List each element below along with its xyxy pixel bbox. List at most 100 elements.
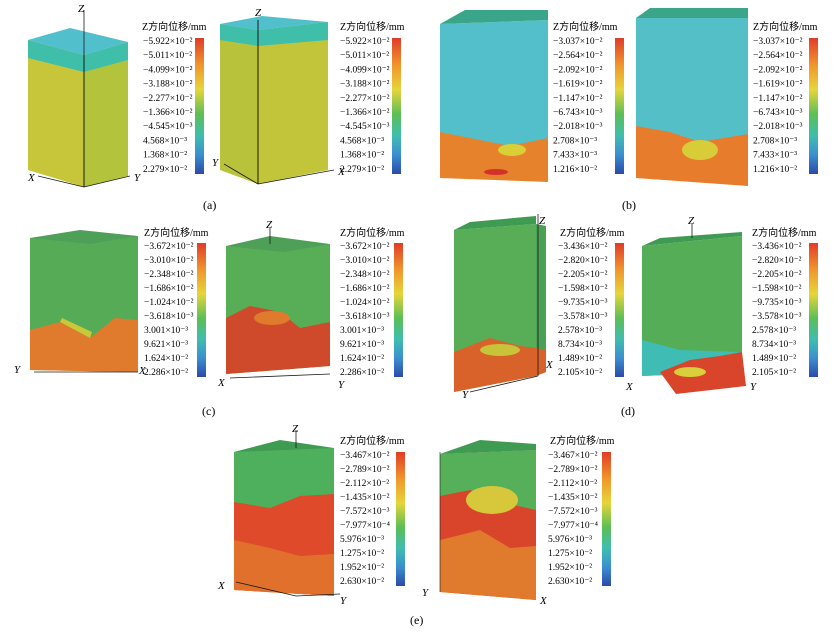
panel-a: Z X Y Z方向位移/mm −5.922×10⁻² −5.011×10⁻² −4.… <box>27 3 405 212</box>
legend-tick-label: −2.092×10⁻² <box>753 65 803 75</box>
legend-tick-label: 2.578×10⁻³ <box>752 326 796 336</box>
legend-tick-label: 4.568×10⁻³ <box>143 136 187 146</box>
axis-label: Y <box>750 381 758 393</box>
specimen-view: Z Y X <box>454 214 554 401</box>
legend-tick-label: −3.618×10⁻³ <box>144 312 194 322</box>
legend-tick-label: −2.112×10⁻² <box>340 479 389 489</box>
legend-tick-label: −1.686×10⁻² <box>340 284 390 294</box>
legend-tick-label: 1.624×10⁻² <box>340 354 384 364</box>
specimen-view: Z X Y <box>27 3 142 188</box>
specimen-lower-band <box>440 530 536 600</box>
axis-label: X <box>27 172 36 184</box>
legend-tick-label: 8.734×10⁻³ <box>558 340 602 350</box>
legend-title: Z方向位移/mm <box>340 226 405 239</box>
legend-tick-label: −3.037×10⁻² <box>553 37 603 47</box>
legend-tick-label: 9.621×10⁻³ <box>340 340 384 350</box>
legend-tick-label: 2.708×10⁻³ <box>753 136 797 146</box>
color-legend: Z方向位移/mm −3.467×10⁻² −2.789×10⁻² −2.112×10… <box>340 434 405 587</box>
panel-caption: (c) <box>202 404 215 418</box>
specimen-top-face <box>454 216 536 230</box>
legend-tick-label: 1.368×10⁻² <box>143 151 187 161</box>
legend-title: Z方向位移/mm <box>553 20 618 33</box>
legend-tick-label: −5.922×10⁻² <box>143 37 193 47</box>
legend-tick-label: −3.188×10⁻² <box>340 80 390 90</box>
legend-tick-label: −3.672×10⁻² <box>144 242 194 252</box>
colorbar <box>392 38 401 174</box>
legend-tick-label: 2.630×10⁻² <box>548 577 592 587</box>
legend-tick-label: −2.112×10⁻² <box>548 479 597 489</box>
legend-title: Z方向位移/mm <box>144 226 209 239</box>
specimen-top-band <box>28 40 128 72</box>
legend-tick-label: −5.922×10⁻² <box>340 37 390 47</box>
specimen-side <box>536 224 546 376</box>
colorbar <box>197 243 206 377</box>
color-legend: Z方向位移/mm −3.436×10⁻² −2.820×10⁻² −2.205×10… <box>558 226 625 378</box>
specimen-view <box>440 10 548 182</box>
legend-tick-label: 1.952×10⁻² <box>340 563 384 573</box>
axis-label: Z <box>688 215 695 227</box>
legend-title: Z方向位移/mm <box>753 20 818 33</box>
panel-caption: (e) <box>410 613 423 627</box>
specimen-base <box>440 132 548 182</box>
legend-tick-label: −3.188×10⁻² <box>143 80 193 90</box>
legend-tick-label: −5.011×10⁻² <box>143 51 192 61</box>
color-legend: Z方向位移/mm −5.922×10⁻² −5.011×10⁻² −4.099×10… <box>142 20 207 175</box>
legend-tick-label: −2.277×10⁻² <box>340 94 390 104</box>
axis-label: X <box>625 381 634 393</box>
legend-title: Z方向位移/mm <box>142 20 207 33</box>
legend-tick-label: −1.619×10⁻² <box>553 80 603 90</box>
axis-label: Y <box>14 364 22 376</box>
legend-tick-label: 2.105×10⁻² <box>752 368 796 378</box>
color-legend: Z方向位移/mm −5.922×10⁻² −5.011×10⁻² −4.099×10… <box>340 20 405 175</box>
specimen-top-face <box>28 28 128 55</box>
specimen-base <box>226 306 330 374</box>
panel-b: Z方向位移/mm −3.037×10⁻² −2.564×10⁻² −2.092×10… <box>440 8 818 212</box>
specimen-top-face <box>30 230 138 244</box>
legend-tick-label: −1.686×10⁻² <box>144 284 194 294</box>
colorbar <box>602 452 611 586</box>
colorbar <box>195 38 204 174</box>
legend-tick-label: −3.436×10⁻² <box>752 242 802 252</box>
legend-tick-label: −2.564×10⁻² <box>753 51 803 61</box>
legend-title: Z方向位移/mm <box>550 434 615 447</box>
legend-tick-label: −3.010×10⁻² <box>144 256 194 266</box>
axis-label: Y <box>134 172 142 184</box>
legend-tick-label: −2.205×10⁻² <box>752 270 802 280</box>
panel-caption: (b) <box>622 198 636 212</box>
legend-tick-label: −4.099×10⁻² <box>143 65 193 75</box>
legend-tick-label: 2.279×10⁻² <box>340 165 384 175</box>
specimen-view <box>636 8 748 186</box>
legend-tick-label: −1.147×10⁻² <box>753 94 803 104</box>
legend-tick-label: −6.743×10⁻³ <box>553 108 603 118</box>
legend-tick-label: −9.735×10⁻³ <box>752 298 802 308</box>
specimen-front <box>84 42 128 187</box>
axis-label: X <box>217 377 226 389</box>
legend-tick-label: 2.286×10⁻² <box>340 368 384 378</box>
color-legend: Z方向位移/mm −3.467×10⁻² −2.789×10⁻² −2.112×10… <box>548 434 615 587</box>
specimen-view: Z X Y <box>625 215 758 394</box>
legend-tick-label: 1.624×10⁻² <box>144 354 188 364</box>
legend-tick-label: 9.621×10⁻³ <box>144 340 188 350</box>
legend-tick-label: −2.348×10⁻² <box>340 270 390 280</box>
specimen-lower-band <box>234 540 334 596</box>
legend-tick-label: −4.545×10⁻³ <box>143 122 193 132</box>
legend-tick-label: −2.205×10⁻² <box>558 270 608 280</box>
axis-label: Z <box>78 3 85 15</box>
axis-label: Y <box>422 587 430 599</box>
axis-label: Z <box>255 7 262 19</box>
axis-label: Z <box>292 423 299 435</box>
axis-label: X <box>217 580 226 592</box>
legend-tick-label: −7.572×10⁻³ <box>548 507 598 517</box>
legend-tick-label: −3.618×10⁻³ <box>340 312 390 322</box>
legend-title: Z方向位移/mm <box>560 226 625 239</box>
specimen-base <box>454 338 546 392</box>
legend-tick-label: 4.568×10⁻³ <box>340 136 384 146</box>
specimen-view: Y X <box>14 230 147 377</box>
colorbar <box>396 452 405 586</box>
panel-c: Y X Z方向位移/mm −3.672×10⁻² −3.010×10⁻² −2.34… <box>14 219 405 418</box>
legend-tick-label: −1.024×10⁻² <box>340 298 390 308</box>
legend-tick-label: −1.619×10⁻² <box>753 80 803 90</box>
colorbar <box>615 243 624 377</box>
legend-tick-label: 7.433×10⁻³ <box>753 151 797 161</box>
colorbar <box>615 38 624 174</box>
